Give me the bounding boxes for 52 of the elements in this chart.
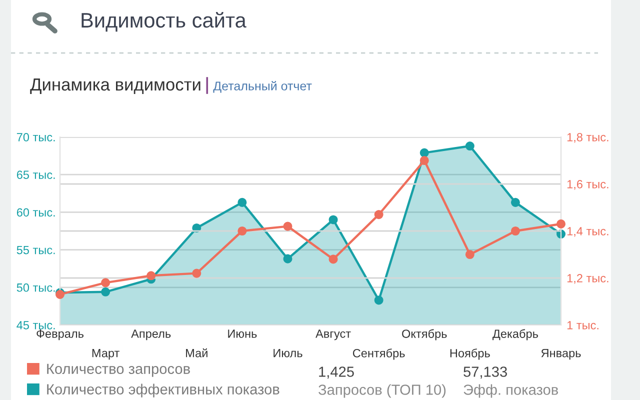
x-tick-label: Декабрь	[492, 329, 538, 340]
point	[283, 254, 292, 264]
x-tick-label: Июль	[274, 349, 302, 358]
x-tick-label: Сентябрь	[352, 348, 405, 360]
text: 57,133	[464, 366, 507, 379]
point	[192, 268, 202, 278]
x-tick-label: Ноябрь	[450, 348, 490, 360]
y2-tick-label: 1,6 тыс.	[567, 180, 608, 190]
y-tick-label: 70 тыс.	[16, 133, 55, 142]
point	[238, 198, 247, 207]
legend-label: Количество запросов	[47, 364, 190, 377]
point	[238, 226, 247, 236]
x-tick-label: Август	[316, 330, 351, 340]
point	[510, 198, 520, 207]
point	[420, 156, 429, 166]
chart-title: Динамика видимости	[30, 78, 200, 94]
text: Эфф. показов	[464, 384, 558, 398]
text: 1,425	[319, 366, 354, 379]
point	[328, 254, 338, 264]
x-tick-label: Январь	[541, 349, 581, 360]
x-tick-label: Октябрь	[402, 329, 447, 340]
x-tick-label: Март	[92, 349, 120, 360]
point	[192, 223, 202, 233]
y-tick-label: 45 тыс.	[16, 321, 55, 330]
point	[283, 222, 292, 231]
point	[328, 215, 338, 224]
x-tick-label: Февраль	[36, 330, 84, 340]
text: Видимость сайта	[82, 12, 246, 32]
legend-label: Количество эффективных показов	[47, 384, 280, 398]
point	[465, 250, 474, 260]
x-tick-label: Апрель	[131, 330, 171, 340]
x-tick-label: Июнь	[228, 330, 257, 338]
point	[510, 226, 520, 236]
point	[374, 296, 384, 305]
point	[556, 219, 566, 228]
y2-tick-label: 1,8 тыс.	[567, 133, 608, 143]
chart-subtitle: Детальный отчет	[213, 81, 312, 93]
y2-tick-label: 1,4 тыс.	[567, 227, 608, 237]
point	[101, 278, 110, 288]
y-tick-label: 60 тыс.	[16, 208, 55, 217]
x-tick-label: Май	[186, 348, 208, 358]
y-tick-label: 55 тыс.	[16, 246, 55, 254]
point	[465, 142, 474, 151]
text: Запросов (ТОП 10)	[318, 384, 446, 398]
point	[146, 271, 156, 280]
y2-tick-label: 1,2 тыс.	[567, 274, 608, 284]
point	[374, 210, 384, 220]
y-tick-label: 50 тыс.	[16, 283, 55, 292]
point	[420, 148, 429, 158]
y2-tick-label: 1 тыс.	[567, 321, 598, 330]
point	[101, 287, 110, 296]
y-tick-label: 65 тыс.	[16, 170, 55, 179]
